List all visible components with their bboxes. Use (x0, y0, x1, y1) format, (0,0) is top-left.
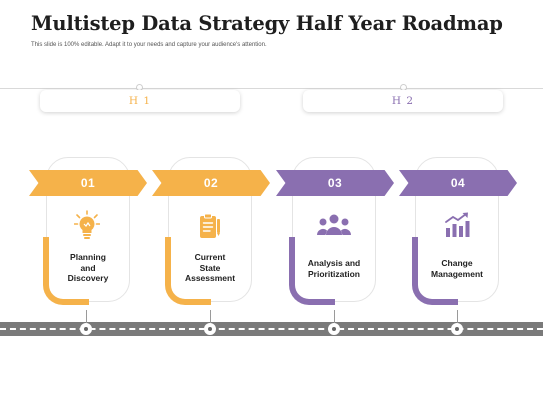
step-accent-1 (43, 237, 89, 305)
step-label-1-text: Planning and Discovery (67, 252, 109, 283)
milestone-stem-3 (334, 310, 335, 323)
half-label-h2: H 2 (303, 90, 503, 112)
step-number-3: 03 (327, 176, 343, 190)
step-arrow-2: 02 (152, 170, 270, 196)
timeline-road-dashes (0, 328, 543, 330)
step-label-3-text: Analysis and Prioritization (307, 258, 361, 279)
step-arrow-1: 01 (29, 170, 147, 196)
step-number-2: 02 (203, 176, 219, 190)
milestone-dot-2 (204, 323, 216, 335)
step-label-2-text: Current State Assessment (184, 252, 236, 283)
step-arrow-4: 04 (399, 170, 517, 196)
milestone-dot-3 (328, 323, 340, 335)
lightbulb-icon (74, 210, 100, 239)
milestone-stem-2 (210, 310, 211, 323)
step-number-4: 04 (450, 176, 466, 190)
step-accent-3 (289, 237, 335, 305)
milestone-dot-1 (80, 323, 92, 335)
milestone-stem-4 (457, 310, 458, 323)
half-label-h1: H 1 (40, 90, 240, 112)
step-accent-2 (165, 237, 211, 305)
growth-chart-icon (445, 212, 470, 237)
team-icon (316, 214, 352, 235)
step-label-1: Planning and Discovery (46, 252, 130, 284)
step-label-2: Current State Assessment (168, 252, 252, 284)
clipboard-icon (200, 213, 220, 238)
milestone-stem-1 (86, 310, 87, 323)
milestone-dot-4 (451, 323, 463, 335)
step-label-4-text: Change Management (431, 258, 483, 279)
slide-title: Multistep Data Strategy Half Year Roadma… (31, 12, 503, 35)
slide-subtitle: This slide is 100% editable. Adapt it to… (31, 42, 267, 48)
step-number-1: 01 (80, 176, 96, 190)
step-label-4: Change Management (415, 258, 499, 279)
step-accent-4 (412, 237, 458, 305)
step-label-3: Analysis and Prioritization (292, 258, 376, 279)
half-divider-line (0, 88, 543, 89)
step-arrow-3: 03 (276, 170, 394, 196)
